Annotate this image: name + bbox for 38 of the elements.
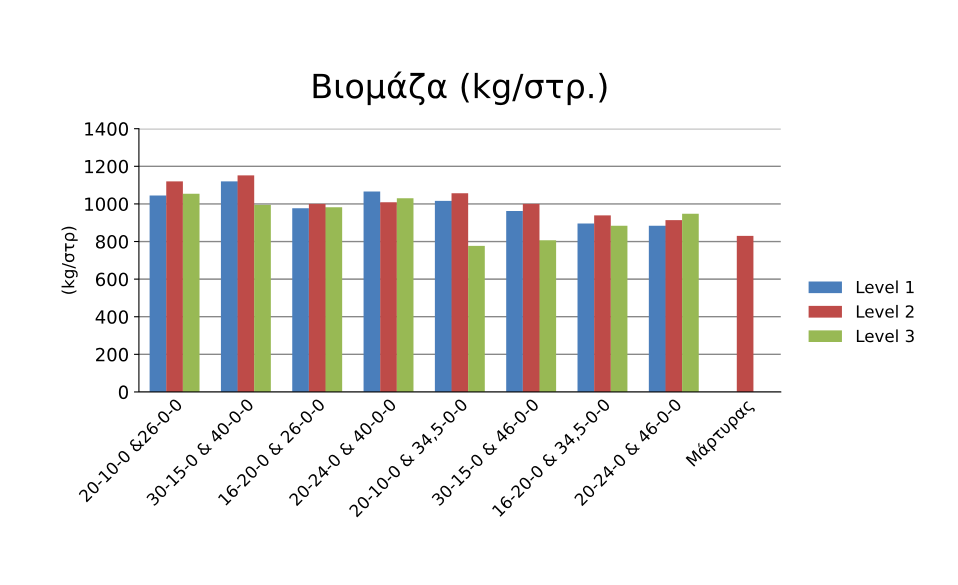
bar xyxy=(166,181,183,392)
bar xyxy=(522,204,540,392)
bar xyxy=(594,215,611,392)
bar xyxy=(452,193,468,392)
legend-label: Level 1 xyxy=(856,280,914,294)
bar xyxy=(736,236,754,392)
bar xyxy=(308,204,326,392)
bar xyxy=(682,214,699,392)
bar xyxy=(506,211,523,392)
y-tick-label: 200 xyxy=(96,348,128,362)
bar xyxy=(396,198,414,392)
y-tick-label: 1200 xyxy=(85,160,128,174)
bar xyxy=(539,240,556,392)
legend-label: Level 3 xyxy=(856,329,914,342)
bar xyxy=(665,220,682,392)
y-axis-title: (kg/στρ) xyxy=(62,226,78,294)
bar xyxy=(610,226,628,392)
y-tick-label: 0 xyxy=(118,385,128,400)
legend-label: Level 2 xyxy=(856,304,914,318)
bar xyxy=(364,192,380,392)
y-tick-label: 1000 xyxy=(85,197,128,212)
bar xyxy=(238,175,254,392)
y-tick-label: 400 xyxy=(96,310,128,324)
y-tick-label: 1400 xyxy=(85,122,128,136)
bar xyxy=(254,204,271,392)
bar xyxy=(182,194,200,392)
bar xyxy=(380,202,397,392)
bar xyxy=(292,208,309,392)
y-tick-label: 800 xyxy=(96,234,128,249)
bar xyxy=(220,181,238,392)
chart-title: Βιομάζα (kg/στρ.) xyxy=(314,71,607,106)
bar xyxy=(326,207,342,392)
bar xyxy=(648,226,666,392)
y-tick-label: 600 xyxy=(96,272,128,286)
bar xyxy=(150,195,166,392)
bar xyxy=(434,200,452,392)
bar xyxy=(578,223,594,392)
bar xyxy=(468,246,485,392)
